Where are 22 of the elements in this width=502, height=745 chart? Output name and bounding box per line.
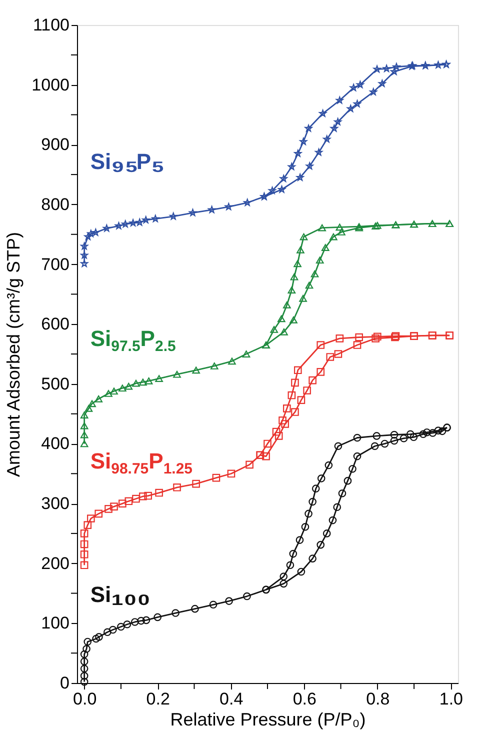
y-tick-label: 700	[41, 254, 70, 274]
y-tick-label: 900	[41, 135, 70, 154]
x-tick-label: 0.4	[220, 690, 244, 708]
y-tick-label: 1100	[32, 16, 70, 34]
y-tick-label: 300	[41, 494, 70, 514]
y-tick-label: 400	[41, 434, 70, 454]
series-label: Si₉₅P₅	[90, 144, 165, 178]
x-tick-label: 0.8	[366, 690, 390, 708]
x-tick-label: 1.0	[439, 690, 463, 708]
y-tick-label: 800	[41, 194, 70, 214]
x-tick-label: 0.0	[73, 690, 97, 708]
y-tick-label: 100	[41, 614, 70, 633]
y-tick-label: 600	[41, 314, 70, 334]
y-axis-title: Amount Adsorbed (cm³/g STP)	[4, 232, 24, 478]
x-tick-label: 0.6	[292, 690, 316, 708]
y-tick-label: 200	[41, 554, 70, 573]
y-tick-label: 0	[60, 674, 70, 692]
x-axis-title: Relative Pressure (P/P₀)	[170, 710, 366, 730]
x-tick-label: 0.2	[146, 690, 170, 708]
series-label: Si₁₀₀	[90, 578, 151, 611]
y-tick-label: 500	[41, 374, 70, 394]
y-tick-label: 1000	[32, 75, 70, 94]
